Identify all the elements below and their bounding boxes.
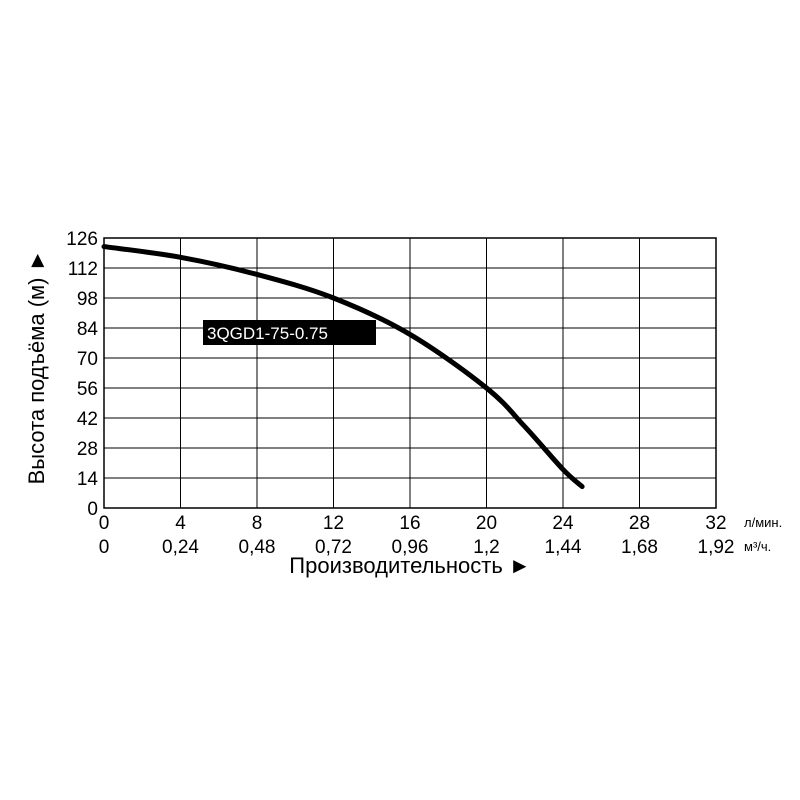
x-tick-label-lmin: 16 (399, 513, 420, 534)
x-tick-label-m3h: 0,96 (392, 537, 429, 558)
x-tick-label-m3h: 0,48 (239, 537, 276, 558)
y-tick-label: 56 (77, 379, 98, 400)
x-tick-label-m3h: 1,2 (473, 537, 499, 558)
x-axis-unit-lmin: л/мин. (744, 515, 782, 530)
series-label: 3QGD1-75-0.75 (207, 324, 328, 343)
series-line-3qgd1-75-0-75 (101, 244, 585, 490)
x-tick-label-lmin: 4 (175, 513, 186, 534)
x-axis-title: Производительность ► (289, 553, 530, 578)
x-tick-label-m3h: 1,92 (698, 537, 735, 558)
x-tick-label-m3h: 0,72 (315, 537, 352, 558)
x-tick-label-m3h: 0,24 (162, 537, 199, 558)
y-tick-label: 14 (77, 469, 99, 490)
grid (104, 238, 716, 508)
x-tick-label-lmin: 0 (99, 513, 110, 534)
y-tick-label: 70 (77, 349, 98, 370)
x-tick-label-m3h: 0 (99, 537, 110, 558)
x-tick-label-lmin: 12 (323, 513, 344, 534)
x-tick-label-lmin: 20 (476, 513, 497, 534)
x-axis-ticks-m3h: 0 0,24 0,48 0,72 0,96 1,2 1,44 1,68 1,92 (99, 537, 735, 558)
y-tick-label: 0 (87, 499, 98, 520)
x-tick-label-lmin: 28 (629, 513, 650, 534)
y-tick-label: 112 (68, 259, 98, 280)
y-tick-label: 42 (77, 409, 98, 430)
x-tick-label-m3h: 1,44 (545, 537, 582, 558)
x-tick-label-lmin: 32 (705, 513, 726, 534)
x-tick-label-lmin: 24 (552, 513, 574, 534)
y-tick-label: 84 (77, 319, 99, 340)
y-axis-title: Высота подъёма (м) ► (24, 250, 49, 485)
y-tick-label: 98 (77, 289, 98, 310)
series-label-background (203, 320, 376, 345)
x-tick-label-lmin: 8 (252, 513, 263, 534)
x-tick-label-m3h: 1,68 (621, 537, 658, 558)
plot-frame (103, 237, 717, 509)
y-axis-ticks: 0 14 28 42 56 70 84 98 112 126 (66, 229, 98, 520)
x-axis-unit-m3h: м³/ч. (744, 539, 771, 554)
y-tick-label: 126 (66, 229, 98, 250)
x-axis-ticks-lmin: 0 4 8 12 16 20 24 28 32 (99, 513, 727, 534)
y-tick-label: 28 (77, 439, 98, 460)
